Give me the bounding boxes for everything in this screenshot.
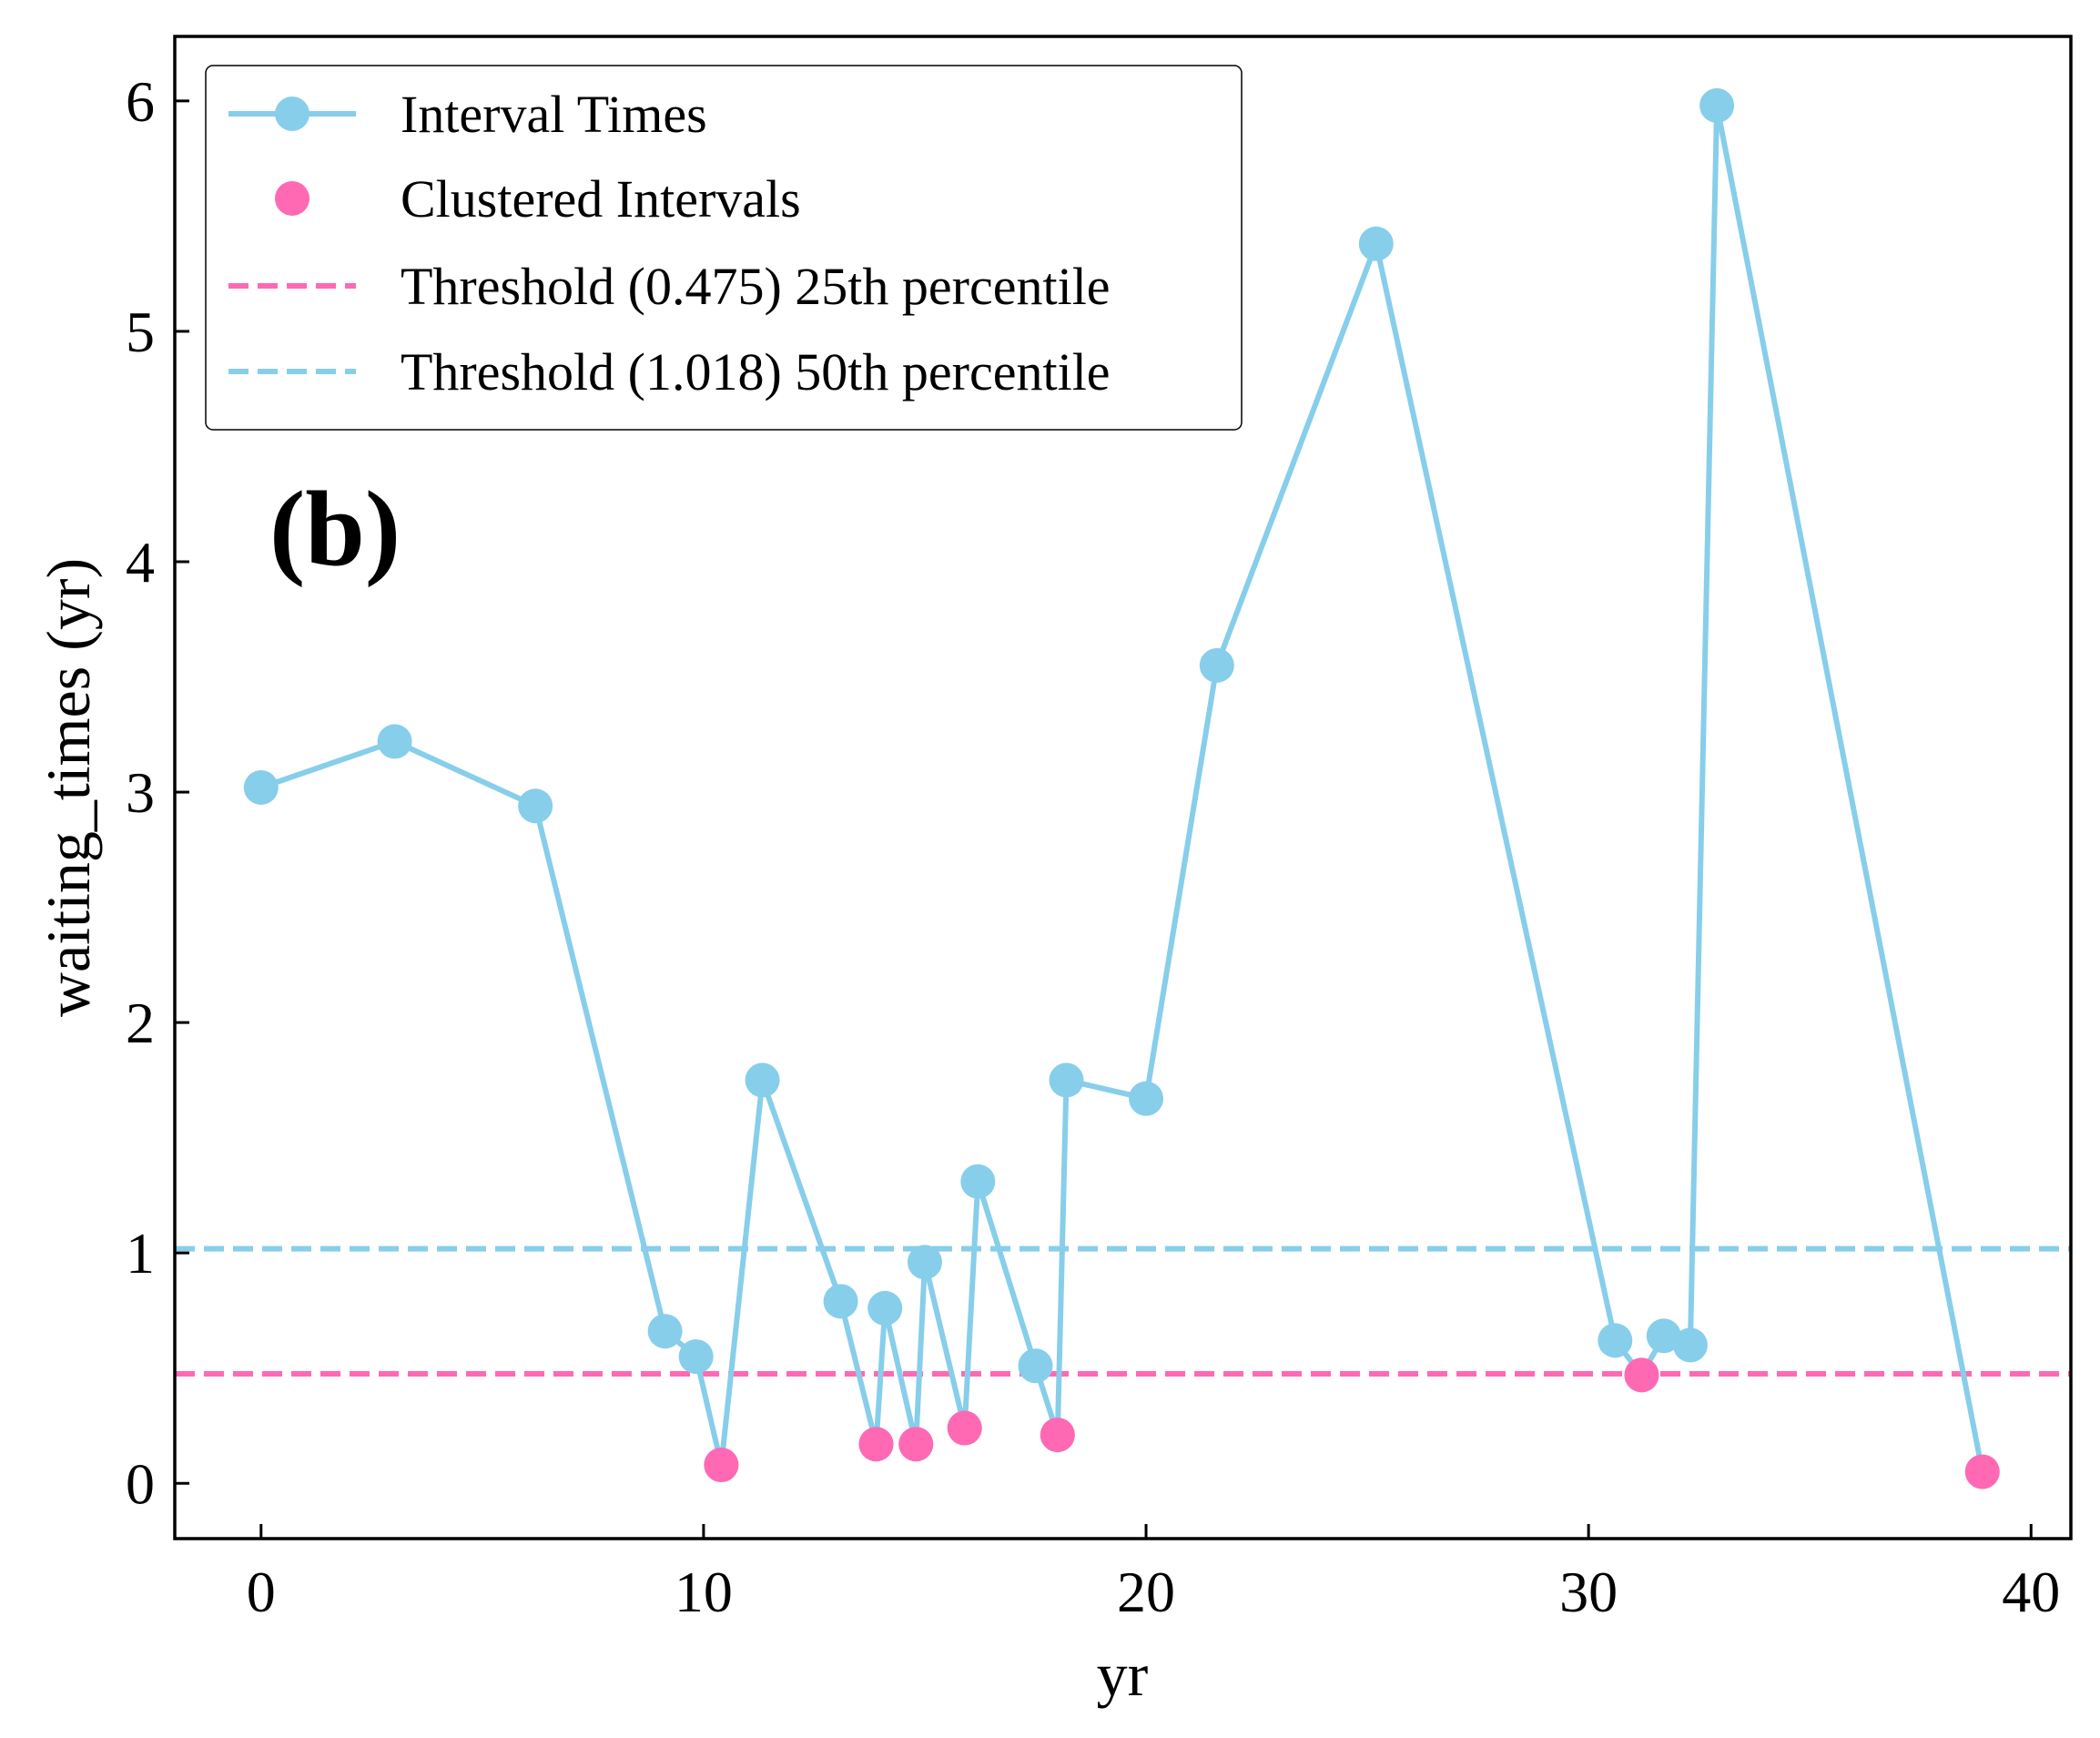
point-clustered-interval — [898, 1427, 934, 1462]
point-interval-times — [1699, 87, 1735, 123]
panel-label: (b) — [269, 469, 401, 588]
y-tick-label: 2 — [126, 991, 155, 1055]
point-interval-times — [678, 1339, 714, 1375]
point-interval-times — [377, 724, 412, 759]
legend: Interval Times Clustered Intervals Thres… — [205, 65, 1243, 431]
point-interval-times — [1672, 1327, 1708, 1363]
point-interval-times — [745, 1062, 780, 1098]
point-clustered-interval — [947, 1410, 982, 1446]
point-clustered-interval — [1624, 1357, 1659, 1393]
y-tick-label: 3 — [126, 760, 155, 825]
point-interval-times — [1598, 1323, 1633, 1358]
x-tick-label: 40 — [2002, 1560, 2060, 1624]
x-axis-title: yr — [1097, 1640, 1149, 1709]
legend-box — [205, 65, 1243, 431]
point-interval-times — [1129, 1081, 1164, 1116]
point-interval-times — [647, 1314, 683, 1349]
legend-entry-clustered-intervals: Clustered Intervals — [275, 169, 801, 229]
point-clustered-interval — [858, 1427, 894, 1462]
point-interval-times — [1199, 647, 1234, 683]
point-interval-times — [243, 770, 279, 805]
y-tick-label: 5 — [126, 300, 155, 364]
legend-label-threshold-50: Threshold (1.018) 50th percentile — [401, 342, 1111, 401]
legend-entry-threshold-25: Threshold (0.475) 25th percentile — [228, 257, 1111, 316]
point-interval-times — [907, 1245, 942, 1280]
y-tick-label: 1 — [126, 1221, 155, 1286]
y-tick-label: 0 — [126, 1451, 155, 1516]
point-clustered-interval — [1040, 1418, 1075, 1453]
legend-marker-clustered-intervals — [275, 181, 309, 216]
legend-entry-threshold-50: Threshold (1.018) 50th percentile — [228, 342, 1111, 401]
legend-label-threshold-25: Threshold (0.475) 25th percentile — [401, 257, 1111, 316]
legend-label-interval-times: Interval Times — [401, 85, 707, 144]
point-interval-times — [1049, 1062, 1084, 1098]
x-axis: 0 10 20 30 40 — [247, 1524, 2060, 1624]
legend-marker-interval-times — [275, 97, 309, 131]
plot-area — [175, 87, 2071, 1489]
point-clustered-interval — [1964, 1454, 2000, 1489]
axes-frame — [173, 35, 2073, 1540]
point-interval-times — [823, 1284, 858, 1319]
legend-label-clustered-intervals: Clustered Intervals — [401, 169, 801, 229]
x-tick-label: 30 — [1559, 1560, 1618, 1624]
point-interval-times — [1018, 1348, 1053, 1384]
point-interval-times — [960, 1164, 996, 1199]
x-tick-label: 20 — [1117, 1560, 1175, 1624]
point-clustered-interval — [704, 1448, 739, 1483]
x-tick-label: 10 — [675, 1560, 733, 1624]
y-tick-label: 6 — [126, 69, 155, 134]
legend-entry-interval-times: Interval Times — [228, 85, 707, 144]
point-interval-times — [1646, 1318, 1681, 1354]
point-interval-times — [1358, 226, 1394, 261]
point-interval-times — [867, 1290, 903, 1326]
y-tick-label: 4 — [126, 530, 155, 595]
x-tick-label: 0 — [247, 1560, 276, 1624]
y-axis-title: waiting_times (yr) — [34, 558, 103, 1017]
y-axis: 0 1 2 3 4 5 6 — [126, 69, 189, 1516]
point-interval-times — [518, 788, 553, 824]
